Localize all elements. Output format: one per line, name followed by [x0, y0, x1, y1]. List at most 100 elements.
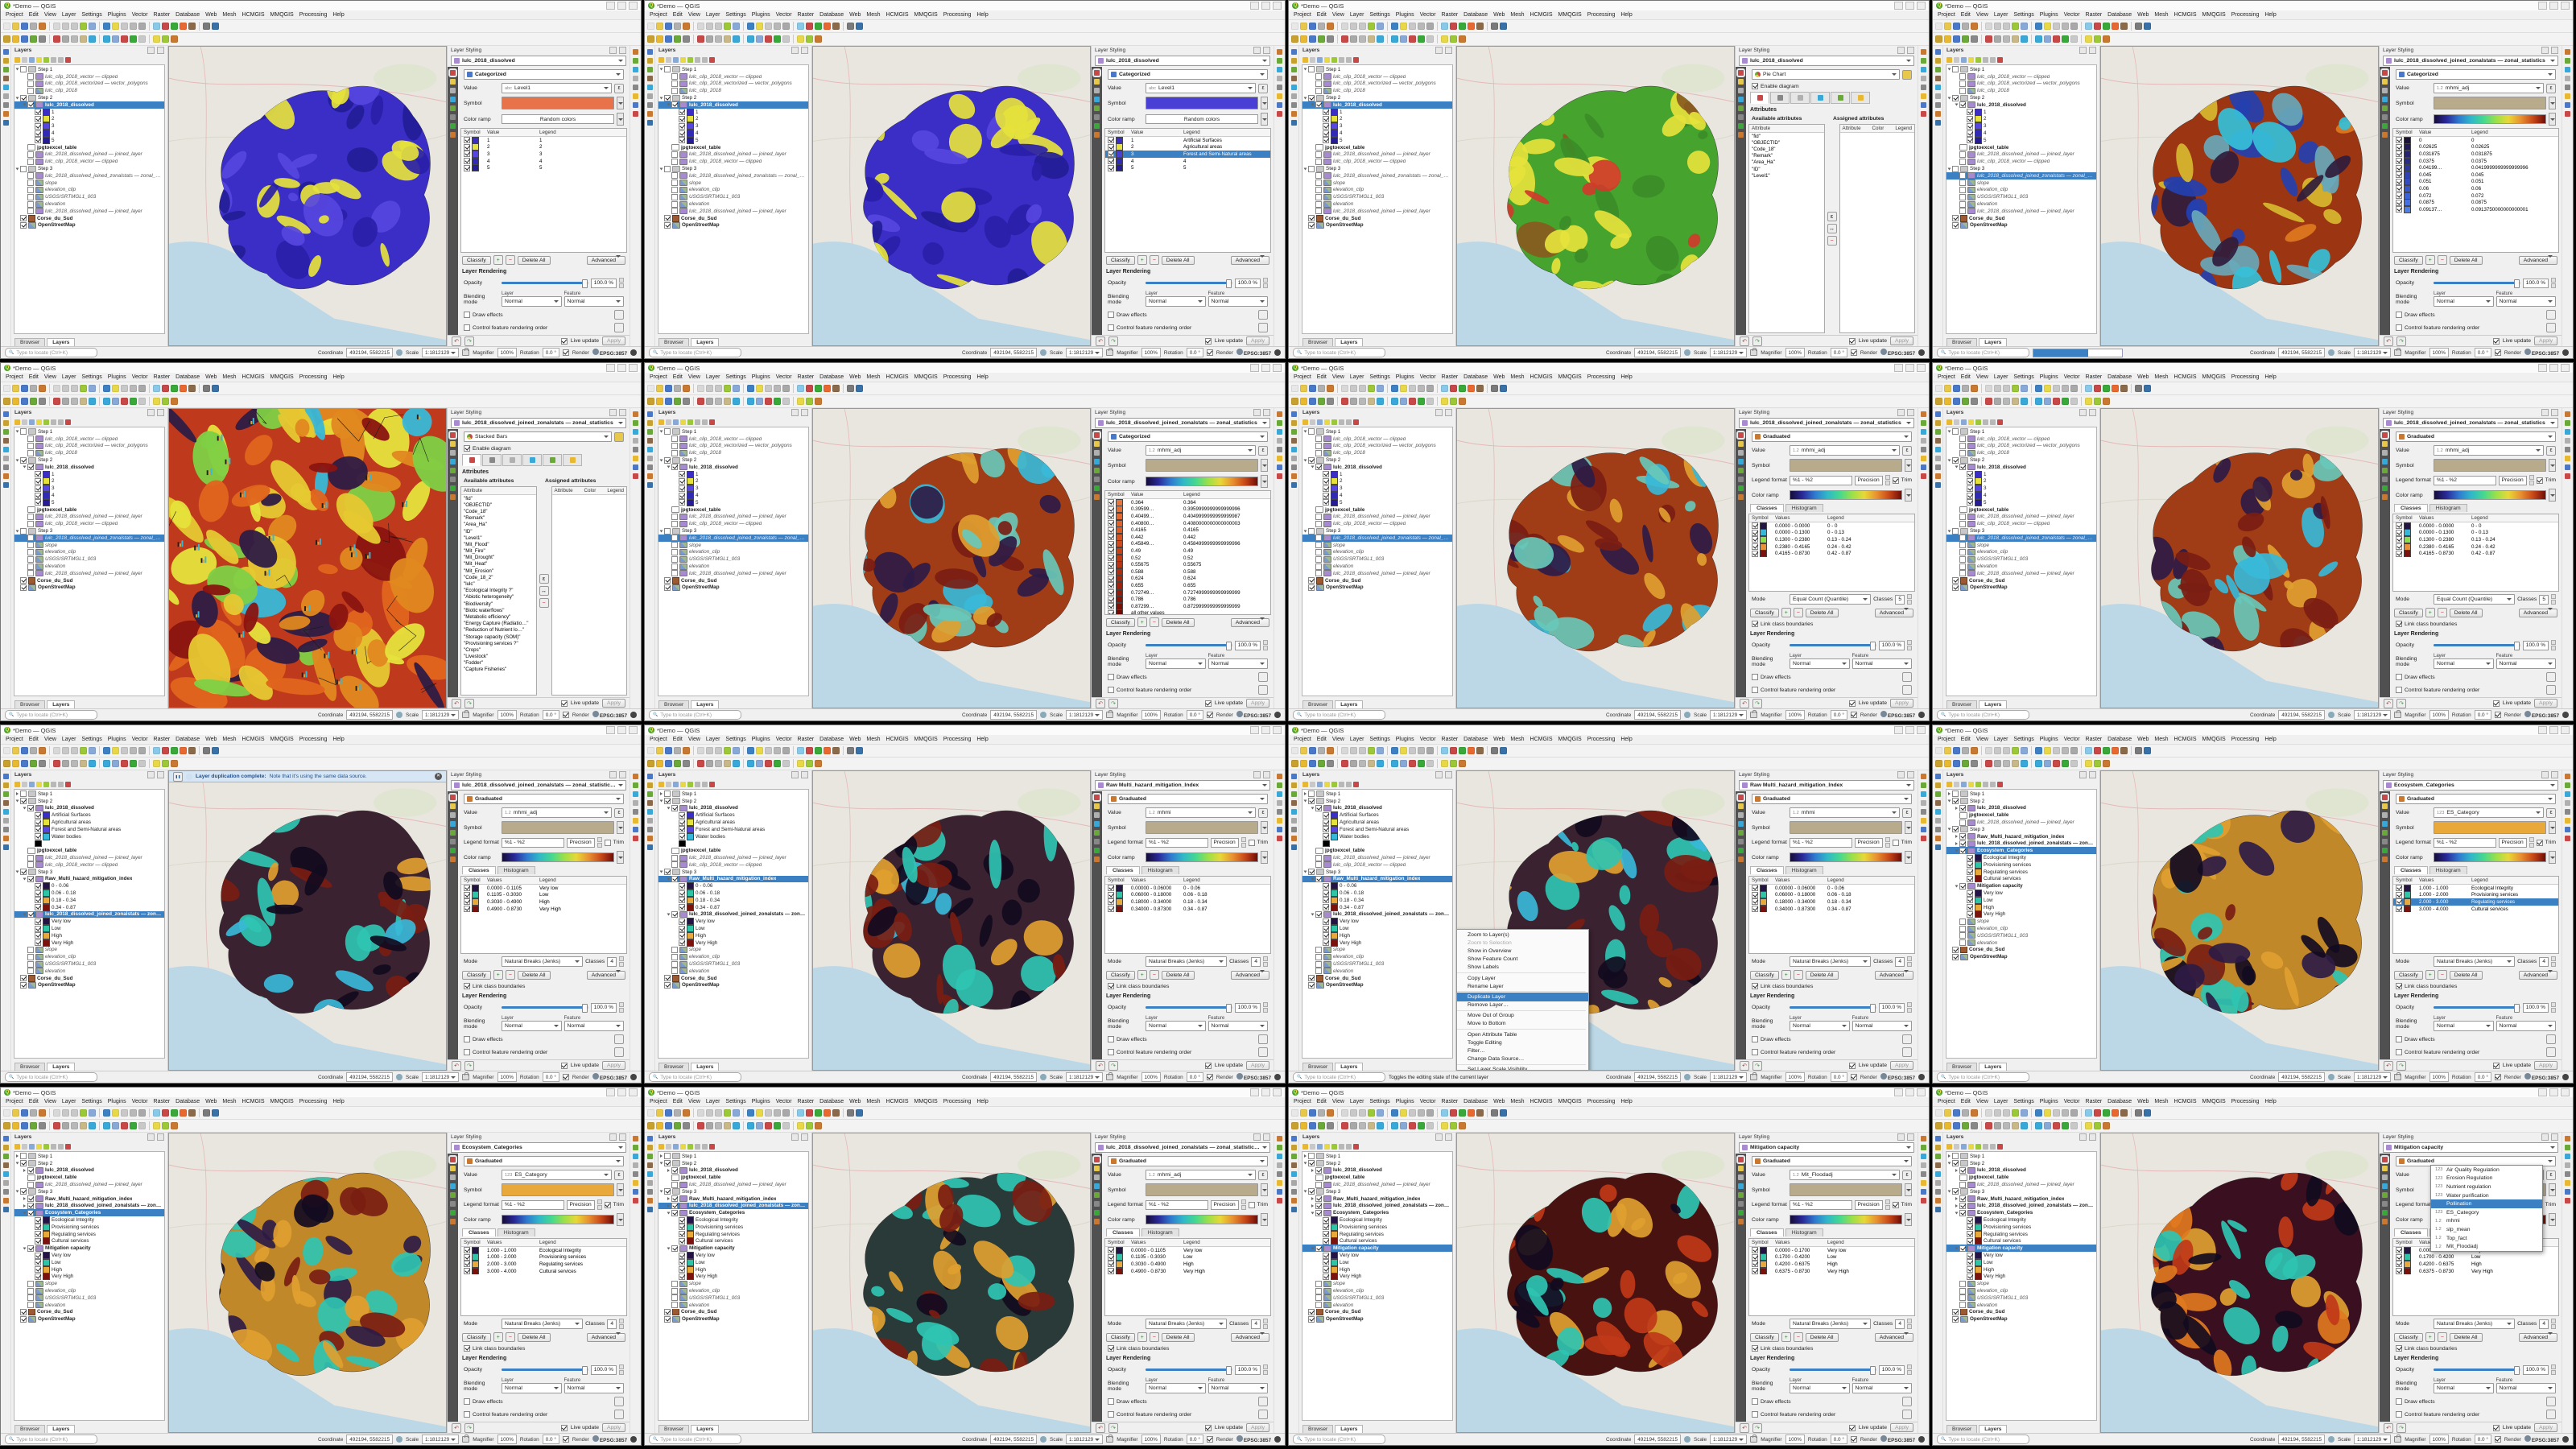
menu-item-database[interactable]: Database — [175, 12, 200, 18]
cut-features-icon[interactable] — [1350, 398, 1357, 405]
opacity-spinner[interactable] — [1263, 640, 1268, 650]
expand-all-icon[interactable] — [1983, 56, 1988, 63]
processing-toolbox-icon[interactable] — [815, 760, 822, 767]
layer-rendering-header[interactable]: Layer Rendering — [1750, 631, 1795, 637]
category-row[interactable]: 0.72749… 0.7274999999999999999 — [1105, 588, 1270, 597]
paste-features-icon[interactable] — [2012, 398, 2019, 405]
layer-visibility-checkbox[interactable] — [20, 1160, 27, 1167]
category-checkbox[interactable] — [1108, 506, 1114, 513]
layer-visibility-checkbox[interactable] — [671, 513, 678, 520]
paste-features-icon[interactable] — [1368, 760, 1375, 767]
classes-table[interactable]: Symbol Values Legend 0.0000 - 0.0000 0 - 0 0.… — [1748, 514, 1915, 592]
render-checkbox[interactable] — [2494, 349, 2501, 356]
tree-expander-icon[interactable] — [15, 870, 19, 873]
layer-visibility-checkbox[interactable] — [1967, 910, 1973, 918]
field-calculator-icon[interactable] — [1418, 385, 1425, 392]
renderer-type-select[interactable]: Graduated — [464, 794, 624, 804]
add-text-layer-icon[interactable] — [847, 385, 854, 392]
menu-item-hcmgis[interactable]: HCMGIS — [242, 12, 265, 18]
value-combo[interactable]: 1.2 mhmi — [1146, 807, 1256, 818]
menu-item-plugins[interactable]: Plugins — [1395, 374, 1414, 380]
layer-tree-row[interactable]: High — [14, 1265, 164, 1274]
zoom-out-icon[interactable] — [71, 23, 78, 30]
mask-tab-icon[interactable] — [2382, 88, 2388, 93]
close-icon[interactable] — [2561, 2, 2570, 10]
add-class-button[interactable]: + — [2425, 255, 2435, 265]
layer-visibility-checkbox[interactable] — [1967, 904, 1973, 911]
add-group-icon[interactable] — [22, 419, 27, 425]
menu-item-vector[interactable]: Vector — [775, 12, 792, 18]
layer-tree-row[interactable]: OpenStreetMap — [14, 584, 164, 592]
category-checkbox[interactable] — [464, 137, 470, 144]
layer-tree-row[interactable]: Low — [658, 925, 808, 932]
menu-item-mesh[interactable]: Mesh — [866, 374, 881, 380]
menu-item-edit[interactable]: Edit — [672, 12, 683, 18]
menu-item-hcmgis[interactable]: HCMGIS — [1530, 12, 1553, 18]
layer-tree-row[interactable]: lulc_2018_dissolved — [658, 101, 808, 109]
undo-icon[interactable] — [89, 760, 96, 767]
map-canvas[interactable]: Zoom to Layer(s) Zoom to Selection Show in… — [1456, 770, 1735, 1071]
field-calculator-icon[interactable] — [130, 23, 137, 30]
close-panel-icon[interactable] — [1445, 47, 1452, 54]
layer-tree-row[interactable]: lulc_2018_dissolved_joined_zonalstats — … — [1946, 171, 2096, 180]
undock-panel-icon[interactable] — [609, 771, 617, 778]
layer-visibility-checkbox[interactable] — [1315, 449, 1322, 456]
classes-table[interactable]: Symbol Values Legend 1.000 - 1.000 Ecologica… — [2392, 876, 2559, 954]
layer-visibility-checkbox[interactable] — [1315, 520, 1322, 527]
new-bookmark-icon[interactable] — [1450, 747, 1457, 754]
save-project-icon[interactable] — [1309, 747, 1316, 754]
map-tips-icon[interactable] — [2085, 23, 2092, 30]
layer-visibility-checkbox[interactable] — [1308, 981, 1315, 989]
identify-features-icon[interactable] — [103, 385, 110, 392]
menu-item-database[interactable]: Database — [819, 374, 844, 380]
undock-panel-icon[interactable] — [791, 771, 799, 778]
layer-visibility-checkbox[interactable] — [1952, 791, 1959, 798]
layer-tree-row[interactable]: USGS/SRTMGL1_003 — [14, 1294, 164, 1302]
add-mesh-icon[interactable] — [2, 809, 9, 815]
temporal-tab-icon[interactable] — [450, 485, 456, 491]
layer-tree-row[interactable]: Step 1 — [14, 428, 164, 436]
scale-value[interactable]: 1:1812129 — [1710, 1072, 1748, 1082]
mask-tab-icon[interactable] — [450, 450, 456, 456]
class-checkbox[interactable] — [1108, 898, 1114, 906]
remove-class-button[interactable]: − — [1793, 970, 1803, 980]
layer-tree[interactable]: Step 1 Step 2 lulc_2018_dissolved jpgtoexce… — [1946, 789, 2097, 1059]
layer-visibility-checkbox[interactable] — [664, 975, 671, 982]
close-panel-icon[interactable] — [2551, 409, 2558, 416]
layer-visibility-checkbox[interactable] — [35, 882, 41, 890]
layer-visibility-checkbox[interactable] — [20, 527, 27, 535]
toggle-editing-icon[interactable] — [1944, 35, 1951, 43]
undo-icon[interactable] — [733, 760, 740, 767]
layer-visibility-checkbox[interactable] — [1308, 975, 1315, 982]
menu-item-layer[interactable]: Layer — [1993, 374, 2008, 380]
classify-button[interactable]: Classify — [2394, 255, 2423, 265]
tree-expander-icon[interactable] — [1947, 97, 1951, 100]
zoom-full-icon[interactable] — [724, 23, 731, 30]
trim-checkbox[interactable] — [2536, 477, 2543, 484]
menu-item-mesh[interactable]: Mesh — [866, 737, 881, 742]
layer-tree-row[interactable]: elevation_clip — [658, 186, 808, 194]
layer-visibility-checkbox[interactable] — [1967, 109, 1973, 116]
menu-item-processing[interactable]: Processing — [299, 737, 328, 742]
layer-tree-row[interactable]: 0.34 - 0.87 — [14, 903, 164, 911]
trim-checkbox[interactable] — [2536, 839, 2543, 846]
select-features-icon[interactable] — [1400, 23, 1407, 30]
field-calculator-icon[interactable] — [774, 23, 781, 30]
spin-down[interactable] — [1907, 600, 1912, 605]
classes-count-spinner[interactable] — [1907, 956, 1912, 967]
tab-layers[interactable]: Layers — [47, 1063, 76, 1071]
coordinate-value[interactable]: 492194, 5582215 — [990, 1072, 1038, 1082]
locator-input[interactable]: 🔍 Type to locate (Ctrl+K) — [649, 348, 741, 357]
add-text-icon[interactable] — [646, 456, 653, 461]
draw-effects-checkbox[interactable] — [2396, 312, 2402, 318]
add-raster-icon[interactable] — [2, 1162, 9, 1168]
add-raster-layer-icon[interactable] — [2120, 747, 2128, 754]
georeferencer-icon[interactable] — [646, 102, 653, 108]
layer-tree-row[interactable]: 0.06 - 0.18 — [14, 890, 164, 897]
temporal-tab-icon[interactable] — [2382, 485, 2388, 491]
undo-icon[interactable] — [1377, 398, 1384, 405]
layer-visibility-checkbox[interactable] — [35, 115, 41, 122]
save-layer-edits-icon[interactable] — [1309, 398, 1316, 405]
add-group-icon[interactable] — [666, 56, 671, 63]
layer-visibility-checkbox[interactable] — [1952, 953, 1959, 960]
